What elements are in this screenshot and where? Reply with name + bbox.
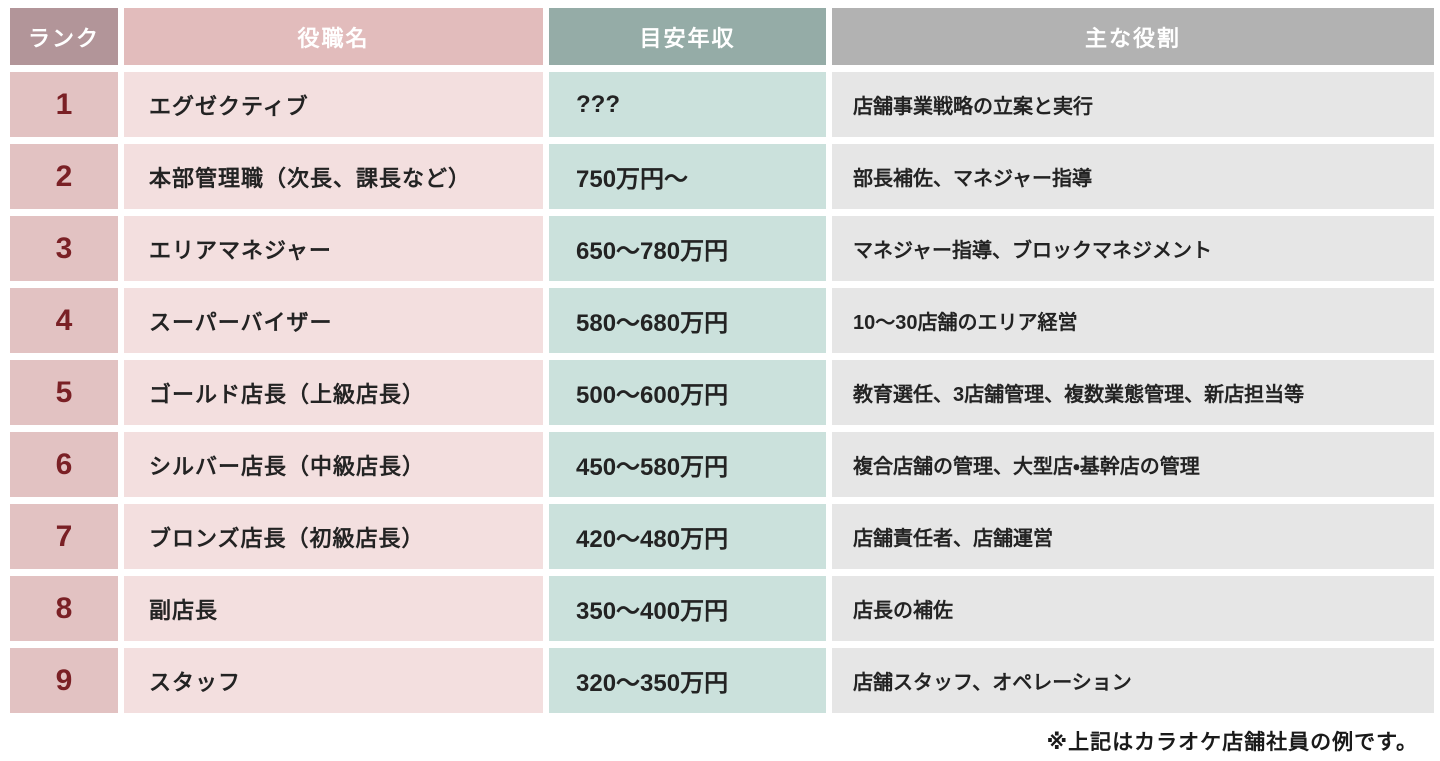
title-cell: エリアマネジャー	[124, 216, 543, 281]
column-header-salary: 目安年収	[549, 8, 826, 65]
title-cell: ゴールド店長（上級店長）	[124, 360, 543, 425]
title-cell: シルバー店長（中級店長）	[124, 432, 543, 497]
role-cell: マネジャー指導、ブロックマネジメント	[832, 216, 1434, 281]
salary-cell: 420〜480万円	[549, 504, 826, 569]
rank-cell: 1	[10, 72, 118, 137]
role-cell: 店舗責任者、店舗運営	[832, 504, 1434, 569]
role-cell: 部長補佐、マネジャー指導	[832, 144, 1434, 209]
salary-cell: 350〜400万円	[549, 576, 826, 641]
role-cell: 10〜30店舗のエリア経営	[832, 288, 1434, 353]
rank-cell: 4	[10, 288, 118, 353]
rank-cell: 5	[10, 360, 118, 425]
title-cell: ブロンズ店長（初級店長）	[124, 504, 543, 569]
salary-cell: 650〜780万円	[549, 216, 826, 281]
title-cell: スーパーバイザー	[124, 288, 543, 353]
rank-cell: 8	[10, 576, 118, 641]
rank-cell: 6	[10, 432, 118, 497]
rank-cell: 9	[10, 648, 118, 713]
title-cell: 副店長	[124, 576, 543, 641]
footnote: ※上記はカラオケ店舗社員の例です。	[1046, 731, 1418, 754]
rank-salary-table: ランク 役職名 目安年収 主な役割 1 エグゼクティブ ??? 店舗事業戦略の立…	[10, 8, 1434, 713]
salary-cell: 580〜680万円	[549, 288, 826, 353]
salary-cell: 750万円〜	[549, 144, 826, 209]
salary-cell: 450〜580万円	[549, 432, 826, 497]
column-header-title: 役職名	[124, 8, 543, 65]
role-cell: 教育選任、3店舗管理、複数業態管理、新店担当等	[832, 360, 1434, 425]
title-cell: スタッフ	[124, 648, 543, 713]
title-cell: 本部管理職（次長、課長など）	[124, 144, 543, 209]
role-cell: 店舗スタッフ、オペレーション	[832, 648, 1434, 713]
column-header-role: 主な役割	[832, 8, 1434, 65]
column-header-rank: ランク	[10, 8, 118, 65]
salary-cell: ???	[549, 72, 826, 137]
salary-cell: 500〜600万円	[549, 360, 826, 425]
role-cell: 店舗事業戦略の立案と実行	[832, 72, 1434, 137]
role-cell: 複合店舗の管理、大型店・基幹店の管理	[832, 432, 1434, 497]
role-cell: 店長の補佐	[832, 576, 1434, 641]
rank-cell: 2	[10, 144, 118, 209]
rank-cell: 3	[10, 216, 118, 281]
rank-cell: 7	[10, 504, 118, 569]
title-cell: エグゼクティブ	[124, 72, 543, 137]
salary-cell: 320〜350万円	[549, 648, 826, 713]
